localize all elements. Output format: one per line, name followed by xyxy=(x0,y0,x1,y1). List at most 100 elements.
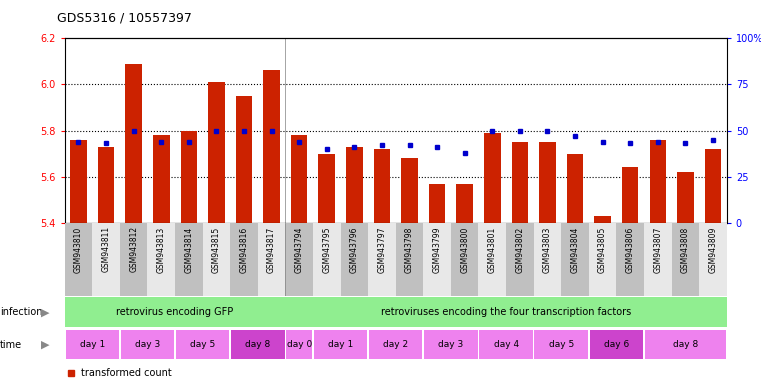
Text: day 5: day 5 xyxy=(549,340,574,349)
Text: GSM943812: GSM943812 xyxy=(129,227,139,273)
Bar xyxy=(209,82,224,223)
Bar xyxy=(314,330,368,359)
Bar xyxy=(511,142,528,223)
Text: day 0: day 0 xyxy=(287,340,312,349)
Bar xyxy=(539,142,556,223)
Bar xyxy=(590,330,643,359)
Text: retrovirus encoding GFP: retrovirus encoding GFP xyxy=(116,307,234,317)
Text: GSM943811: GSM943811 xyxy=(101,227,110,273)
Bar xyxy=(263,70,280,223)
Text: GSM943798: GSM943798 xyxy=(405,227,414,273)
Bar xyxy=(313,223,340,296)
Bar xyxy=(594,216,611,223)
Bar xyxy=(677,172,694,223)
Bar xyxy=(341,223,368,296)
Text: GSM943817: GSM943817 xyxy=(267,227,276,273)
Text: transformed count: transformed count xyxy=(81,368,172,378)
Bar xyxy=(671,223,699,296)
Text: GSM943800: GSM943800 xyxy=(460,227,470,273)
Text: ▶: ▶ xyxy=(41,307,50,317)
Text: GSM943809: GSM943809 xyxy=(708,227,718,273)
Bar xyxy=(126,64,142,223)
Text: day 8: day 8 xyxy=(673,340,698,349)
Bar xyxy=(121,330,174,359)
Bar xyxy=(645,330,726,359)
Bar xyxy=(286,330,312,359)
Bar xyxy=(424,330,478,359)
Bar xyxy=(65,223,92,296)
Bar xyxy=(176,330,229,359)
Bar xyxy=(699,223,727,296)
Bar xyxy=(175,223,202,296)
Bar xyxy=(423,223,451,296)
Text: GSM943810: GSM943810 xyxy=(74,227,83,273)
Bar xyxy=(258,223,285,296)
Text: GSM943813: GSM943813 xyxy=(157,227,166,273)
Bar xyxy=(374,149,390,223)
Bar xyxy=(236,96,252,223)
Text: GSM943797: GSM943797 xyxy=(377,227,387,273)
Bar xyxy=(506,223,533,296)
Text: infection: infection xyxy=(0,307,43,317)
Text: ▶: ▶ xyxy=(41,340,50,350)
Bar xyxy=(561,223,589,296)
Text: day 3: day 3 xyxy=(438,340,463,349)
Text: GSM943801: GSM943801 xyxy=(488,227,497,273)
Bar xyxy=(291,135,307,223)
Text: GSM943803: GSM943803 xyxy=(543,227,552,273)
Bar xyxy=(65,330,119,359)
Bar xyxy=(484,133,501,223)
Bar xyxy=(649,140,666,223)
Bar xyxy=(429,184,445,223)
Bar xyxy=(396,223,423,296)
Bar xyxy=(92,223,120,296)
Bar xyxy=(202,223,230,296)
Bar xyxy=(533,223,561,296)
Bar xyxy=(231,330,285,359)
Text: GSM943796: GSM943796 xyxy=(350,227,359,273)
Bar xyxy=(567,154,584,223)
Bar xyxy=(644,223,671,296)
Text: retroviruses encoding the four transcription factors: retroviruses encoding the four transcrip… xyxy=(381,307,631,317)
Text: day 6: day 6 xyxy=(603,340,629,349)
Bar xyxy=(616,223,644,296)
Bar xyxy=(120,223,148,296)
Text: day 8: day 8 xyxy=(245,340,270,349)
Bar xyxy=(65,297,285,327)
Bar xyxy=(153,135,170,223)
Bar xyxy=(451,223,479,296)
Bar xyxy=(705,149,721,223)
Bar xyxy=(401,158,418,223)
Bar xyxy=(285,223,313,296)
Text: day 1: day 1 xyxy=(328,340,353,349)
Bar xyxy=(622,167,638,223)
Text: GSM943816: GSM943816 xyxy=(240,227,249,273)
Bar xyxy=(346,147,362,223)
Bar xyxy=(479,330,533,359)
Text: GSM943805: GSM943805 xyxy=(598,227,607,273)
Text: day 5: day 5 xyxy=(190,340,215,349)
Text: GSM943802: GSM943802 xyxy=(515,227,524,273)
Text: GSM943806: GSM943806 xyxy=(626,227,635,273)
Bar xyxy=(369,330,422,359)
Text: day 4: day 4 xyxy=(493,340,519,349)
Bar xyxy=(285,297,727,327)
Text: day 1: day 1 xyxy=(80,340,105,349)
Bar xyxy=(589,223,616,296)
Text: GSM943799: GSM943799 xyxy=(432,227,441,273)
Text: GSM943815: GSM943815 xyxy=(212,227,221,273)
Text: GSM943814: GSM943814 xyxy=(184,227,193,273)
Bar xyxy=(148,223,175,296)
Bar xyxy=(230,223,258,296)
Bar xyxy=(457,184,473,223)
Bar xyxy=(70,140,87,223)
Bar xyxy=(180,131,197,223)
Text: day 3: day 3 xyxy=(135,340,160,349)
Text: GSM943795: GSM943795 xyxy=(322,227,331,273)
Text: time: time xyxy=(0,340,22,350)
Text: GSM943807: GSM943807 xyxy=(653,227,662,273)
Bar xyxy=(368,223,396,296)
Text: GSM943804: GSM943804 xyxy=(571,227,580,273)
Bar xyxy=(97,147,114,223)
Text: GDS5316 / 10557397: GDS5316 / 10557397 xyxy=(57,12,192,25)
